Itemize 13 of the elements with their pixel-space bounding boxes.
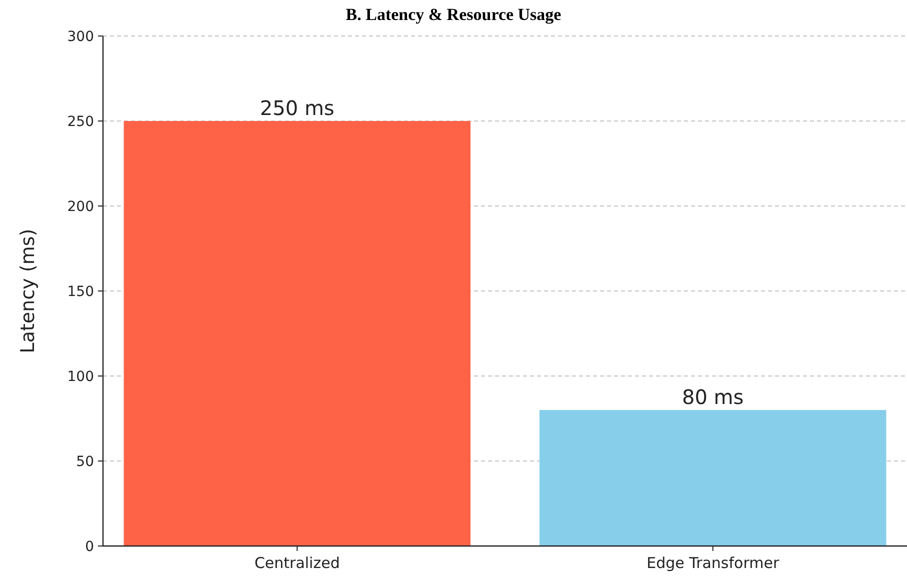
y-tick-label: 50 bbox=[76, 454, 94, 470]
y-tick-label: 100 bbox=[67, 368, 94, 385]
y-tick-label: 200 bbox=[67, 198, 94, 215]
x-tick-label: Edge Transformer bbox=[646, 554, 780, 572]
x-tick-label: Centralized bbox=[254, 554, 340, 572]
chart-title: B. Latency & Resource Usage bbox=[346, 5, 562, 24]
y-tick-label: 150 bbox=[67, 284, 94, 300]
data-label: 80 ms bbox=[682, 385, 744, 409]
y-tick-label: 0 bbox=[85, 538, 94, 555]
y-tick-label: 300 bbox=[67, 28, 94, 45]
y-tick-label: 250 bbox=[67, 114, 94, 130]
y-axis-title: Latency (ms) bbox=[17, 228, 39, 354]
data-label: 250 ms bbox=[260, 96, 334, 120]
